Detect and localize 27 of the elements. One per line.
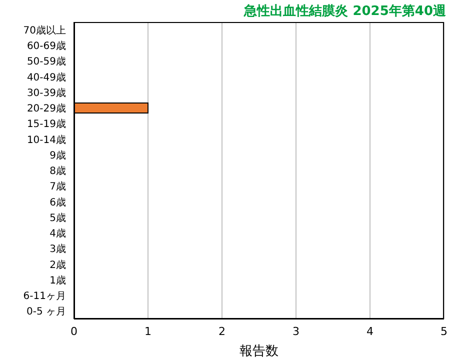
y-tick-label: 20-29歳 xyxy=(26,102,66,115)
y-tick-label: 10-14歳 xyxy=(26,134,66,146)
x-tick-label: 2 xyxy=(218,324,226,338)
y-tick-label: 5歳 xyxy=(50,212,66,224)
chart-title: 急性出血性結膜炎 2025年第40週 xyxy=(244,3,446,20)
x-tick-label: 0 xyxy=(70,324,78,338)
x-axis-title: 報告数 xyxy=(240,344,278,359)
x-tick-label: 3 xyxy=(292,324,300,338)
x-tick-label: 4 xyxy=(366,324,374,338)
y-tick-label: 8歳 xyxy=(50,165,66,178)
y-tick-label: 2歳 xyxy=(50,258,66,271)
y-tick-label: 70歳以上 xyxy=(23,24,66,36)
y-tick-label: 0-5 ヶ月 xyxy=(26,306,66,318)
y-tick-label: 7歳 xyxy=(50,180,66,193)
y-tick-label: 1歳 xyxy=(50,274,66,286)
y-tick-label: 6-11ヶ月 xyxy=(23,291,66,302)
y-tick-label: 60-69歳 xyxy=(26,40,66,52)
y-tick-label: 6歳 xyxy=(50,196,66,208)
x-tick-label: 1 xyxy=(144,324,152,338)
y-tick-label: 3歳 xyxy=(50,243,66,256)
y-tick-label: 4歳 xyxy=(50,228,66,240)
y-tick-label: 15-19歳 xyxy=(26,118,66,130)
y-tick-label: 40-49歳 xyxy=(26,71,66,84)
y-tick-label: 50-59歳 xyxy=(26,56,66,68)
y-tick-label: 9歳 xyxy=(50,149,66,162)
y-tick-label: 30-39歳 xyxy=(26,86,66,99)
x-tick-label: 5 xyxy=(440,324,448,338)
